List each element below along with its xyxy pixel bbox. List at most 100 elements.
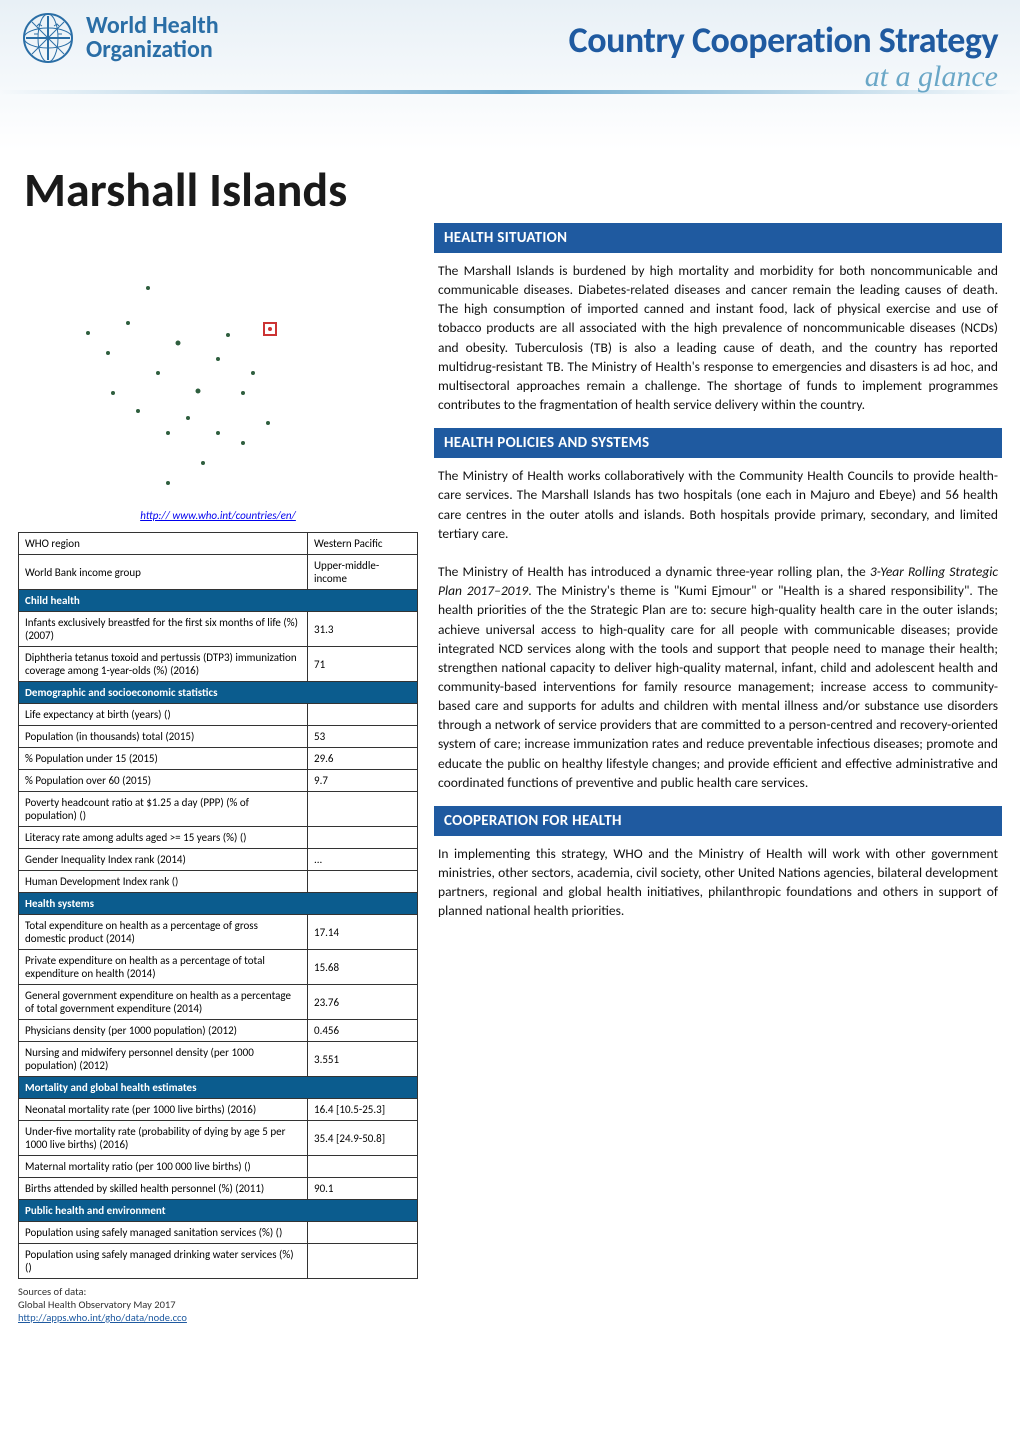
table-row: Poverty headcount ratio at $1.25 a day (… [19,792,418,827]
map-source-link[interactable]: http:// www.who.int/countries/en/ [18,509,418,522]
sources-block: Sources of data: Global Health Observato… [18,1285,418,1324]
stat-value [308,827,418,849]
table-row: Maternal mortality ratio (per 100 000 li… [19,1156,418,1178]
hero-swoosh [0,90,1020,94]
who-logo-text: World Health Organization [86,14,219,62]
stat-value: 53 [308,726,418,748]
table-row: Births attended by skilled health person… [19,1178,418,1200]
stat-label: WHO region [19,533,308,555]
who-logo-line2: Organization [86,38,219,62]
stats-table: WHO region Western Pacific World Bank in… [18,532,418,1279]
stat-label: % Population over 60 (2015) [19,770,308,792]
table-row: Neonatal mortality rate (per 1000 live b… [19,1099,418,1121]
table-row: Life expectancy at birth (years) () [19,704,418,726]
stat-label: World Bank income group [19,555,308,590]
panel-body-coop: In implementing this strategy, WHO and t… [434,836,1002,935]
stat-label: Under-five mortality rate (probability o… [19,1121,308,1156]
stat-value: 35.4 [24.9-50.8] [308,1121,418,1156]
section-header-public-env: Public health and environment [19,1200,418,1222]
two-column-layout: http:// www.who.int/countries/en/ WHO re… [0,223,1020,1342]
stat-label: Diphtheria tetanus toxoid and pertussis … [19,647,308,682]
ccs-subtitle: at a glance [865,60,998,94]
ccs-title: Country Cooperation Strategy [569,18,998,62]
left-column: http:// www.who.int/countries/en/ WHO re… [18,223,418,1324]
stat-label: Life expectancy at birth (years) () [19,704,308,726]
section-header-health-sys: Health systems [19,893,418,915]
stat-label: Literacy rate among adults aged >= 15 ye… [19,827,308,849]
stat-value: 31.3 [308,612,418,647]
policies-para2a: The Ministry of Health has introduced a … [438,563,870,580]
stat-label: General government expenditure on health… [19,985,308,1020]
stat-label: Population using safely managed sanitati… [19,1222,308,1244]
stat-value: ... [308,849,418,871]
sources-line2: Global Health Observatory May 2017 [18,1298,418,1311]
table-row: Infants exclusively breastfed for the fi… [19,612,418,647]
stat-value: 71 [308,647,418,682]
stat-value: 15.68 [308,950,418,985]
table-row: Population (in thousands) total (2015)53 [19,726,418,748]
map-link-anchor[interactable]: http:// www.who.int/countries/en/ [140,509,296,522]
table-row: Population using safely managed sanitati… [19,1222,418,1244]
table-row: Nursing and midwifery personnel density … [19,1042,418,1077]
table-row: % Population under 15 (2015)29.6 [19,748,418,770]
hero-banner: World Health Organization Country Cooper… [0,0,1020,150]
table-row: Gender Inequality Index rank (2014)... [19,849,418,871]
stat-value: 17.14 [308,915,418,950]
stat-label: Infants exclusively breastfed for the fi… [19,612,308,647]
table-row: WHO region Western Pacific [19,533,418,555]
stat-label: Population using safely managed drinking… [19,1244,308,1279]
section-header-child-health: Child health [19,590,418,612]
page: World Health Organization Country Cooper… [0,0,1020,1342]
table-row: Private expenditure on health as a perce… [19,950,418,985]
stat-value: 29.6 [308,748,418,770]
stat-value: 16.4 [10.5-25.3] [308,1099,418,1121]
table-row: % Population over 60 (2015)9.7 [19,770,418,792]
country-map [18,223,418,503]
table-row: Population using safely managed drinking… [19,1244,418,1279]
stat-value [308,1156,418,1178]
stat-label: Population (in thousands) total (2015) [19,726,308,748]
table-row: Diphtheria tetanus toxoid and pertussis … [19,647,418,682]
stat-value: 9.7 [308,770,418,792]
stat-value: Upper-middle-income [308,555,418,590]
panel-body-policies: The Ministry of Health works collaborati… [434,458,1002,806]
sources-link[interactable]: http://apps.who.int/gho/data/node.cco [18,1311,187,1324]
stat-value [308,1222,418,1244]
who-emblem-icon [20,10,76,66]
stat-label: Births attended by skilled health person… [19,1178,308,1200]
stat-label: Gender Inequality Index rank (2014) [19,849,308,871]
stat-label: Maternal mortality ratio (per 100 000 li… [19,1156,308,1178]
sources-line1: Sources of data: [18,1285,418,1298]
stat-value [308,871,418,893]
stat-value [308,704,418,726]
panel-head-coop: COOPERATION FOR HEALTH [434,806,1002,836]
stat-value: 23.76 [308,985,418,1020]
stat-label: % Population under 15 (2015) [19,748,308,770]
stat-value [308,792,418,827]
table-row: Total expenditure on health as a percent… [19,915,418,950]
stat-value: 90.1 [308,1178,418,1200]
table-row: Under-five mortality rate (probability o… [19,1121,418,1156]
section-header-mortality: Mortality and global health estimates [19,1077,418,1099]
policies-para2b: . The Ministry's theme is "Kumi Ejmour" … [438,582,998,791]
stat-value: 0.456 [308,1020,418,1042]
stat-value [308,1244,418,1279]
table-row: General government expenditure on health… [19,985,418,1020]
stat-label: Human Development Index rank () [19,871,308,893]
section-header-demo: Demographic and socioeconomic statistics [19,682,418,704]
table-row: Literacy rate among adults aged >= 15 ye… [19,827,418,849]
panel-head-situation: HEALTH SITUATION [434,223,1002,253]
policies-para1: The Ministry of Health works collaborati… [438,467,998,541]
table-row: Physicians density (per 1000 population)… [19,1020,418,1042]
stat-label: Physicians density (per 1000 population)… [19,1020,308,1042]
panel-body-situation: The Marshall Islands is burdened by high… [434,253,1002,428]
stat-value: 3.551 [308,1042,418,1077]
stat-label: Poverty headcount ratio at $1.25 a day (… [19,792,308,827]
right-column: HEALTH SITUATION The Marshall Islands is… [434,223,1002,935]
stat-label: Neonatal mortality rate (per 1000 live b… [19,1099,308,1121]
stat-label: Nursing and midwifery personnel density … [19,1042,308,1077]
table-row: World Bank income group Upper-middle-inc… [19,555,418,590]
country-title: Marshall Islands [0,150,1020,223]
table-row: Human Development Index rank () [19,871,418,893]
stat-value: Western Pacific [308,533,418,555]
